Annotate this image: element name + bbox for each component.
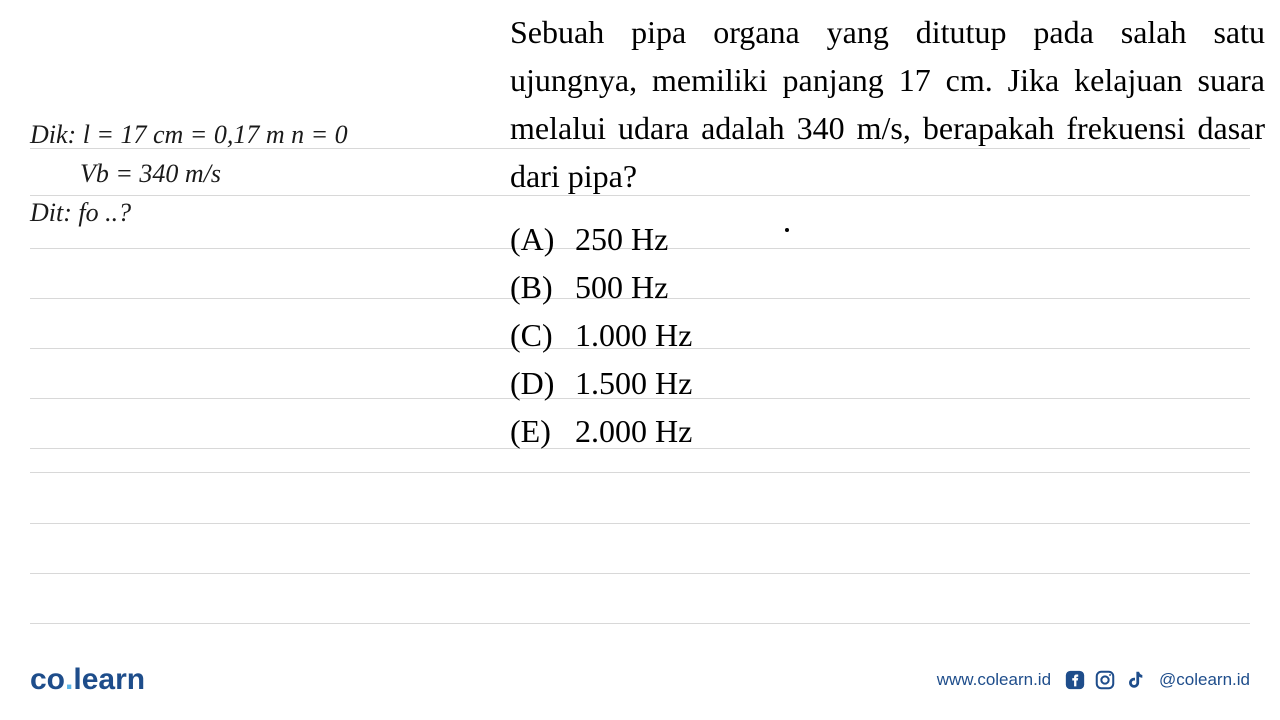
ruled-line xyxy=(30,623,1250,624)
handwriting-line-3: Dit: fo ..? xyxy=(30,193,348,232)
social-icons xyxy=(1063,668,1147,692)
content-area: Dik: l = 17 cm = 0,17 m n = 0 Vb = 340 m… xyxy=(0,0,1280,640)
handwriting-line-1: Dik: l = 17 cm = 0,17 m n = 0 xyxy=(30,115,348,154)
social-handle: @colearn.id xyxy=(1159,670,1250,690)
option-label: (A) xyxy=(510,215,575,263)
logo-co: co xyxy=(30,663,65,696)
tiktok-icon xyxy=(1123,668,1147,692)
question-text: Sebuah pipa organa yang ditutup pada sal… xyxy=(510,8,1265,200)
option-a: (A) 250 Hz xyxy=(510,215,692,263)
facebook-icon xyxy=(1063,668,1087,692)
option-b: (B) 500 Hz xyxy=(510,263,692,311)
logo-learn: learn xyxy=(73,663,145,696)
option-c: (C) 1.000 Hz xyxy=(510,311,692,359)
handwriting-notes: Dik: l = 17 cm = 0,17 m n = 0 Vb = 340 m… xyxy=(30,115,348,232)
option-label: (B) xyxy=(510,263,575,311)
option-text: 2.000 Hz xyxy=(575,407,692,455)
option-text: 1.500 Hz xyxy=(575,359,692,407)
handwriting-line-2: Vb = 340 m/s xyxy=(30,154,348,193)
dot-mark xyxy=(785,228,789,232)
ruled-line xyxy=(30,472,1250,473)
option-e: (E) 2.000 Hz xyxy=(510,407,692,455)
logo: co.learn xyxy=(30,663,145,697)
ruled-line xyxy=(30,573,1250,574)
ruled-line xyxy=(30,523,1250,524)
option-label: (E) xyxy=(510,407,575,455)
option-d: (D) 1.500 Hz xyxy=(510,359,692,407)
instagram-icon xyxy=(1093,668,1117,692)
option-text: 1.000 Hz xyxy=(575,311,692,359)
option-label: (D) xyxy=(510,359,575,407)
footer: co.learn www.colearn.id @colearn.id xyxy=(0,640,1280,720)
footer-right: www.colearn.id @colearn.id xyxy=(937,668,1250,692)
option-text: 250 Hz xyxy=(575,215,668,263)
website-url: www.colearn.id xyxy=(937,670,1051,690)
options-list: (A) 250 Hz (B) 500 Hz (C) 1.000 Hz (D) 1… xyxy=(510,215,692,455)
option-text: 500 Hz xyxy=(575,263,668,311)
option-label: (C) xyxy=(510,311,575,359)
